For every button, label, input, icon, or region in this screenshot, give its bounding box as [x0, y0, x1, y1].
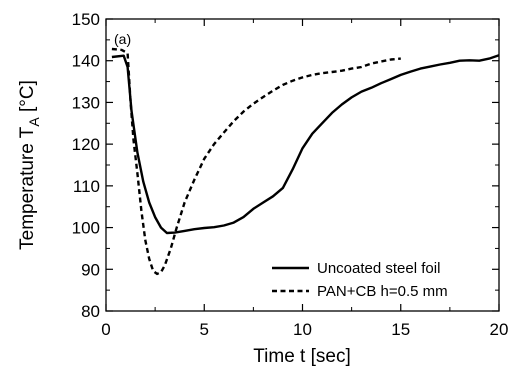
legend: Uncoated steel foil PAN+CB h=0.5 mm — [272, 260, 448, 300]
y-axis-title-subscript: A — [26, 117, 42, 127]
x-tick-label: 0 — [101, 320, 110, 339]
x-tick-label: 10 — [293, 320, 312, 339]
y-tick-label: 120 — [72, 135, 100, 154]
plot-lines — [111, 47, 500, 276]
x-tick-label: 5 — [200, 320, 209, 339]
x-axis-title: Time t [sec] — [253, 346, 350, 367]
y-tick-label: 130 — [72, 93, 100, 112]
panel-label: (a) — [114, 31, 131, 47]
axis-ticks — [105, 18, 500, 312]
legend-label-pan-cb: PAN+CB h=0.5 mm — [317, 283, 448, 300]
series-line-0 — [111, 54, 500, 235]
series-line-1 — [111, 47, 401, 276]
y-tick-label: 100 — [72, 219, 100, 238]
x-tick-label: 20 — [490, 320, 509, 339]
y-tick-label: 110 — [73, 177, 100, 196]
y-axis-title: Temperature TA [°C] — [17, 80, 42, 250]
y-axis-title-main: Temperature T — [17, 126, 38, 250]
y-tick-label: 80 — [81, 302, 100, 321]
x-tick-label: 15 — [391, 320, 410, 339]
legend-label-uncoated: Uncoated steel foil — [317, 260, 440, 277]
y-tick-label: 150 — [72, 10, 100, 29]
axis-tick-labels: 0 5 10 15 20 80 90 100 110 120 130 140 150 — [72, 10, 509, 339]
y-axis-title-suffix: [°C] — [17, 80, 38, 117]
y-tick-label: 140 — [72, 52, 100, 71]
y-tick-label: 90 — [81, 260, 100, 279]
